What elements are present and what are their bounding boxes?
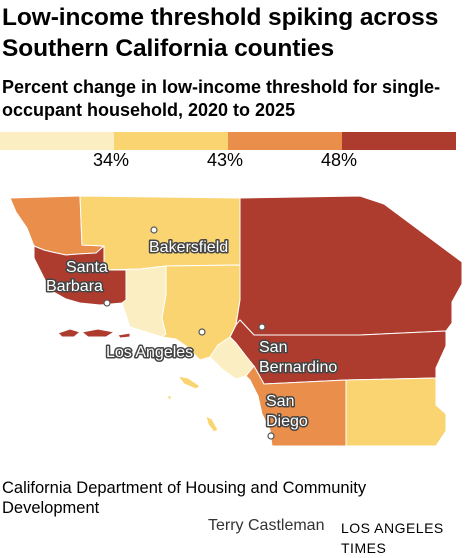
san-bernardino-label-1: San <box>259 339 287 356</box>
santa-barbara-label-halo-1: Santa <box>66 259 108 276</box>
san-diego-label-halo-1: San <box>266 393 294 410</box>
san-diego-label-2: Diego <box>266 413 308 430</box>
county-map: Bakersfield Bakersfield Santa Santa Barb… <box>9 195 463 447</box>
county-imperial <box>345 377 447 447</box>
legend-threshold-43: 43% <box>207 150 244 170</box>
credit-organization: LOS ANGELES TIMES <box>341 520 444 556</box>
santa-barbara-label-1: Santa <box>66 259 108 276</box>
los-angeles-marker <box>198 328 206 336</box>
credit-author: Terry Castleman <box>208 517 325 534</box>
los-angeles-label-halo: Los Angeles <box>106 344 193 361</box>
bakersfield-marker <box>150 226 158 234</box>
san-bernardino-marker <box>258 323 266 331</box>
legend-threshold-34: 34% <box>93 150 130 170</box>
santa-barbara-label-halo-2: Barbara <box>46 278 103 295</box>
bakersfield-label-halo: Bakersfield <box>149 239 228 256</box>
chart-title: Low-income threshold spiking across Sout… <box>2 4 439 62</box>
county-riverside <box>229 319 447 385</box>
island-santa-cruz-2 <box>81 328 115 338</box>
county-san-diego <box>245 365 347 447</box>
san-diego-label-1: San <box>266 393 294 410</box>
island-anacapa <box>117 332 131 339</box>
legend-bin-3 <box>228 132 342 150</box>
santa-barbara-marker <box>103 299 111 307</box>
san-bernardino-label-halo-1: San <box>259 339 287 356</box>
source-note: California Department of Housing and Com… <box>2 479 367 517</box>
island-san-clemente <box>205 415 219 433</box>
legend-threshold-48: 48% <box>321 150 358 170</box>
chart-subtitle: Percent change in low-income threshold f… <box>2 77 441 120</box>
legend-bin-1 <box>0 132 114 150</box>
color-legend <box>0 132 456 152</box>
bakersfield-label: Bakersfield <box>149 239 228 256</box>
legend-bin-4 <box>342 132 456 150</box>
county-san-bernardino <box>235 195 463 336</box>
santa-barbara-label-2: Barbara <box>46 278 103 295</box>
island-santa-barbara-small <box>165 395 173 401</box>
san-bernardino-label-2: Bernardino <box>259 359 337 376</box>
los-angeles-label: Los Angeles <box>106 344 193 361</box>
island-santa-cruz-1 <box>57 328 81 338</box>
san-diego-label-halo-2: Diego <box>266 413 308 430</box>
san-bernardino-label-halo-2: Bernardino <box>259 359 337 376</box>
island-santa-catalina <box>177 375 201 390</box>
san-diego-marker <box>267 432 275 440</box>
legend-bin-2 <box>114 132 228 150</box>
